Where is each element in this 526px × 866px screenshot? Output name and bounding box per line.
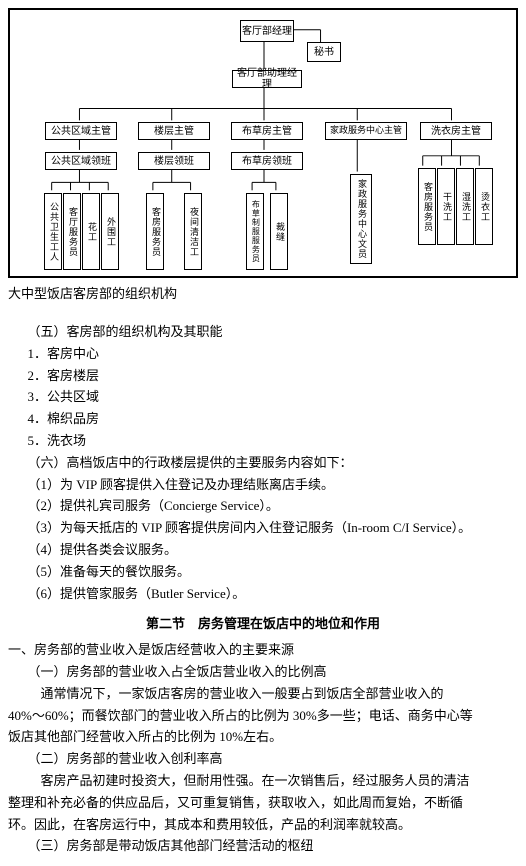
- node-top-manager: 客厅部经理: [240, 20, 294, 42]
- node-b5: 洗衣房主管: [420, 122, 492, 140]
- node-d2a: 客房服务员: [146, 193, 164, 270]
- node-assistant-manager: 客厅部助理经理: [232, 70, 302, 88]
- section5-item-1: 1．客房中心: [8, 344, 518, 365]
- node-d3a: 布草制服服务员: [246, 193, 264, 270]
- part2-sub1: （一）房务部的营业收入占全饭店营业收入的比例高: [8, 662, 518, 683]
- section6-item-5: （5）准备每天的餐饮服务。: [8, 562, 518, 583]
- node-f3: 湿洗工: [456, 168, 474, 245]
- part2-sub2: （二）房务部的营业收入创利率高: [8, 749, 518, 770]
- org-chart: 客厅部经理 秘书 客厅部助理经理 公共区域主管 楼层主管 布草房主管 家政服务中…: [8, 8, 518, 278]
- chart-caption: 大中型饭店客房部的组织机构: [8, 283, 518, 302]
- node-d1c: 花工: [82, 193, 100, 270]
- node-d1b: 客厅服务员: [63, 193, 81, 270]
- node-b2: 楼层主管: [138, 122, 210, 140]
- section6-item-4: （4）提供各类会议服务。: [8, 540, 518, 561]
- section5-item-4: 4．棉织品房: [8, 409, 518, 430]
- section6-title: （六）高档饭店中的行政楼层提供的主要服务内容如下：: [8, 453, 518, 474]
- node-d2b: 夜间清洁工: [184, 193, 202, 270]
- part2-sub3: （三）房务部是带动饭店其他部门经营活动的枢纽: [8, 836, 518, 857]
- node-d1a: 公共卫生工人: [44, 193, 62, 270]
- node-c1: 公共区域领班: [45, 152, 117, 170]
- part2-para1-l2: 40%～60%；而餐饮部门的营业收入所占的比例为 30%多一些；电话、商务中心等: [8, 706, 518, 727]
- section6-item-6: （6）提供管家服务（Butler Service）。: [8, 584, 518, 605]
- node-d1d: 外围工: [101, 193, 119, 270]
- part2-para1-l3: 饭店其他部门经营收入所占的比例为 10%左右。: [8, 727, 518, 748]
- node-e1: 家政服务中心文员: [350, 174, 372, 264]
- section5-item-2: 2．客房楼层: [8, 366, 518, 387]
- node-b1: 公共区域主管: [45, 122, 117, 140]
- section5-item-5: 5．洗衣场: [8, 431, 518, 452]
- section6-item-1: （1）为 VIP 顾客提供入住登记及办理结账离店手续。: [8, 475, 518, 496]
- node-f4: 烫衣工: [475, 168, 493, 245]
- node-d3b: 裁缝: [270, 193, 288, 270]
- part2-para2-l1: 客房产品初建时投资大，但耐用性强。在一次销售后，经过服务人员的清洁: [8, 771, 518, 792]
- part2-title: 第二节 房务管理在饭店中的地位和作用: [8, 614, 518, 635]
- node-secretary: 秘书: [307, 42, 341, 62]
- section5-item-3: 3．公共区域: [8, 387, 518, 408]
- section5-title: （五）客房部的组织机构及其职能: [8, 322, 518, 343]
- section6-item-3: （3）为每天抵店的 VIP 顾客提供房间内入住登记服务（In-room C/I …: [8, 518, 518, 539]
- node-f2: 干洗工: [437, 168, 455, 245]
- node-c3: 布草房领班: [231, 152, 303, 170]
- part2-para1-l1: 通常情况下，一家饭店客房的营业收入一般要占到饭店全部营业收入的: [8, 684, 518, 705]
- part2-para2-l2: 整理和补充必备的供应品后，又可重复销售，获取收入，如此周而复始，不断循: [8, 793, 518, 814]
- node-c2: 楼层领班: [138, 152, 210, 170]
- node-b3: 布草房主管: [231, 122, 303, 140]
- node-f1: 客房服务员: [418, 168, 436, 245]
- node-b4: 家政服务中心主管: [325, 122, 407, 140]
- section6-item-2: （2）提供礼宾司服务（Concierge Service）。: [8, 496, 518, 517]
- part2-line1: 一、房务部的营业收入是饭店经营收入的主要来源: [8, 640, 518, 661]
- part2-para2-l3: 环。因此，在客房运行中，其成本和费用较低，产品的利润率就较高。: [8, 815, 518, 836]
